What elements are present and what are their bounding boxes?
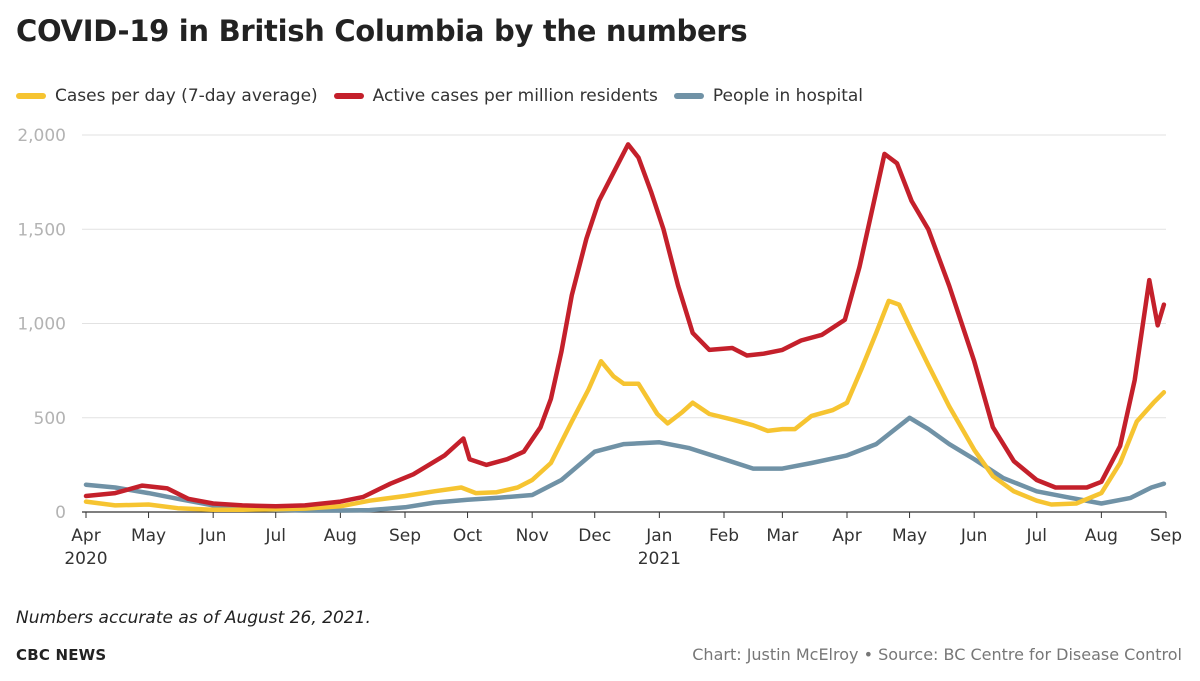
- x-tick-label: Aug: [324, 526, 357, 546]
- y-tick-label: 2,000: [17, 126, 66, 146]
- x-tick-label: Feb: [709, 526, 739, 546]
- chart-legend: Cases per day (7-day average) Active cas…: [16, 84, 863, 108]
- legend-label-hospital: People in hospital: [712, 86, 864, 106]
- brand-logo-text: CBC NEWS: [16, 646, 107, 664]
- x-tick-label: Apr: [71, 526, 100, 546]
- y-tick-label: 1,500: [17, 220, 66, 240]
- series-line-active-cases: [83, 142, 1167, 509]
- x-tick-label: Jul: [264, 526, 286, 546]
- y-tick-label: 1,000: [17, 315, 66, 335]
- source-credit: Chart: Justin McElroy • Source: BC Centr…: [692, 645, 1182, 664]
- y-tick-label: 500: [34, 409, 66, 429]
- x-tick-label: Dec: [578, 526, 611, 546]
- line-chart: 0 500 1,000 1,500 2,000 Apr 2020 May Jun Jul Aug Se…: [17, 126, 1182, 569]
- x-tick-label: Jul: [1025, 526, 1047, 546]
- accuracy-note: Numbers accurate as of August 26, 2021.: [16, 608, 371, 628]
- x-tick-label: Apr: [832, 526, 861, 546]
- series-line-hospital: [83, 415, 1167, 513]
- x-tick-label: Mar: [766, 526, 798, 546]
- legend-swatch-hospital: [673, 93, 704, 99]
- legend-item-hospital: People in hospital: [673, 86, 864, 106]
- x-tick-label: May: [131, 526, 166, 546]
- x-tick-label: Jun: [960, 526, 988, 546]
- x-tick-label: Sep: [1150, 526, 1182, 546]
- legend-item-active: Active cases per million residents: [333, 86, 658, 106]
- legend-label-cases: Cases per day (7-day average): [55, 86, 318, 106]
- x-tick-label: Jun: [199, 526, 227, 546]
- x-tick-label: Oct: [453, 526, 483, 546]
- x-tick-year-label: 2021: [638, 549, 681, 569]
- x-tick-label: Aug: [1085, 526, 1118, 546]
- legend-item-cases: Cases per day (7-day average): [16, 86, 318, 106]
- y-tick-label: 0: [55, 503, 66, 523]
- x-tick-year-label: 2020: [64, 549, 107, 569]
- x-tick-label: Nov: [516, 526, 549, 546]
- legend-label-active: Active cases per million residents: [372, 86, 658, 106]
- chart-title: COVID-19 in British Columbia by the numb…: [16, 14, 748, 48]
- x-tick-label: Sep: [389, 526, 421, 546]
- legend-swatch-cases: [16, 93, 46, 99]
- series-line-cases: [83, 298, 1167, 512]
- x-tick-label: May: [892, 526, 927, 546]
- x-tick-label: Jan: [645, 526, 672, 546]
- legend-swatch-active: [333, 93, 364, 99]
